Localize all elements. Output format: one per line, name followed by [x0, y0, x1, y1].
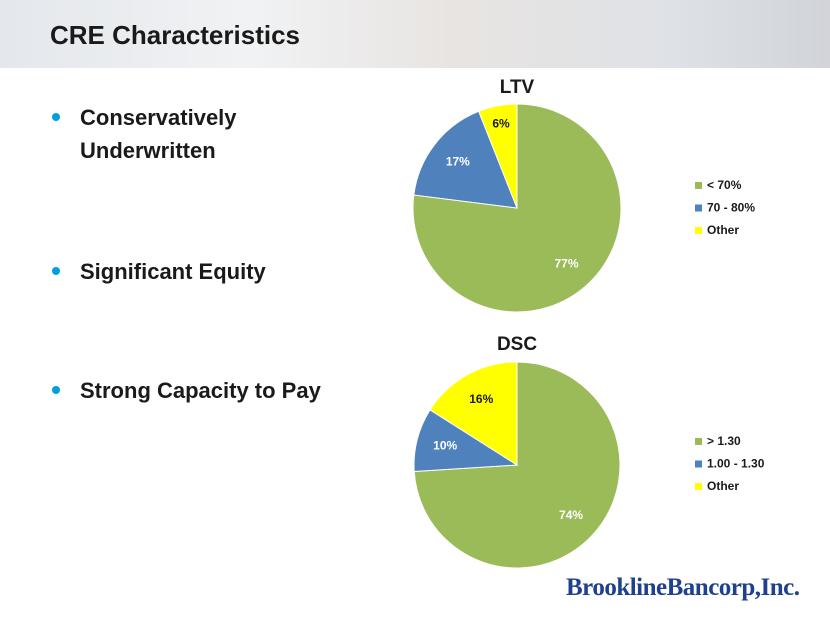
data-label: 10% [433, 439, 457, 453]
bullet-text: Strong Capacity to Pay [80, 378, 321, 403]
data-label: 77% [555, 256, 579, 270]
legend-label: > 1.30 [707, 434, 741, 448]
bullet-text: Conservatively Underwritten [80, 105, 237, 163]
data-label: 6% [492, 116, 510, 130]
pie-slice [429, 361, 518, 466]
legend-label: 70 - 80% [707, 201, 755, 215]
data-label: 17% [446, 154, 470, 168]
legend-label: Other [707, 223, 739, 237]
data-label: 74% [559, 508, 583, 522]
legend-swatch [695, 227, 702, 234]
legend-swatch [695, 182, 702, 189]
legend-label: < 70% [707, 178, 742, 192]
bullet-dot [52, 113, 60, 121]
pie-slice [478, 103, 518, 209]
bullet-dot [52, 386, 60, 394]
chart-title: LTV [500, 77, 535, 98]
chart-title: DSC [497, 334, 537, 355]
logo: BrooklineBancorp,Inc. [566, 574, 800, 601]
data-label: 16% [469, 392, 493, 406]
pie-slice [413, 110, 518, 209]
legend-swatch [695, 483, 702, 490]
legend-swatch [695, 438, 702, 445]
legend-swatch [695, 460, 702, 468]
slide-title: CRE Characteristics [50, 20, 300, 50]
legend-label: 1.00 - 1.30 [707, 457, 765, 471]
legend-swatch [695, 204, 702, 212]
bullet-text: Significant Equity [80, 259, 266, 284]
bullet-dot [52, 267, 60, 275]
legend-label: Other [707, 479, 739, 493]
header-image [0, 0, 830, 68]
